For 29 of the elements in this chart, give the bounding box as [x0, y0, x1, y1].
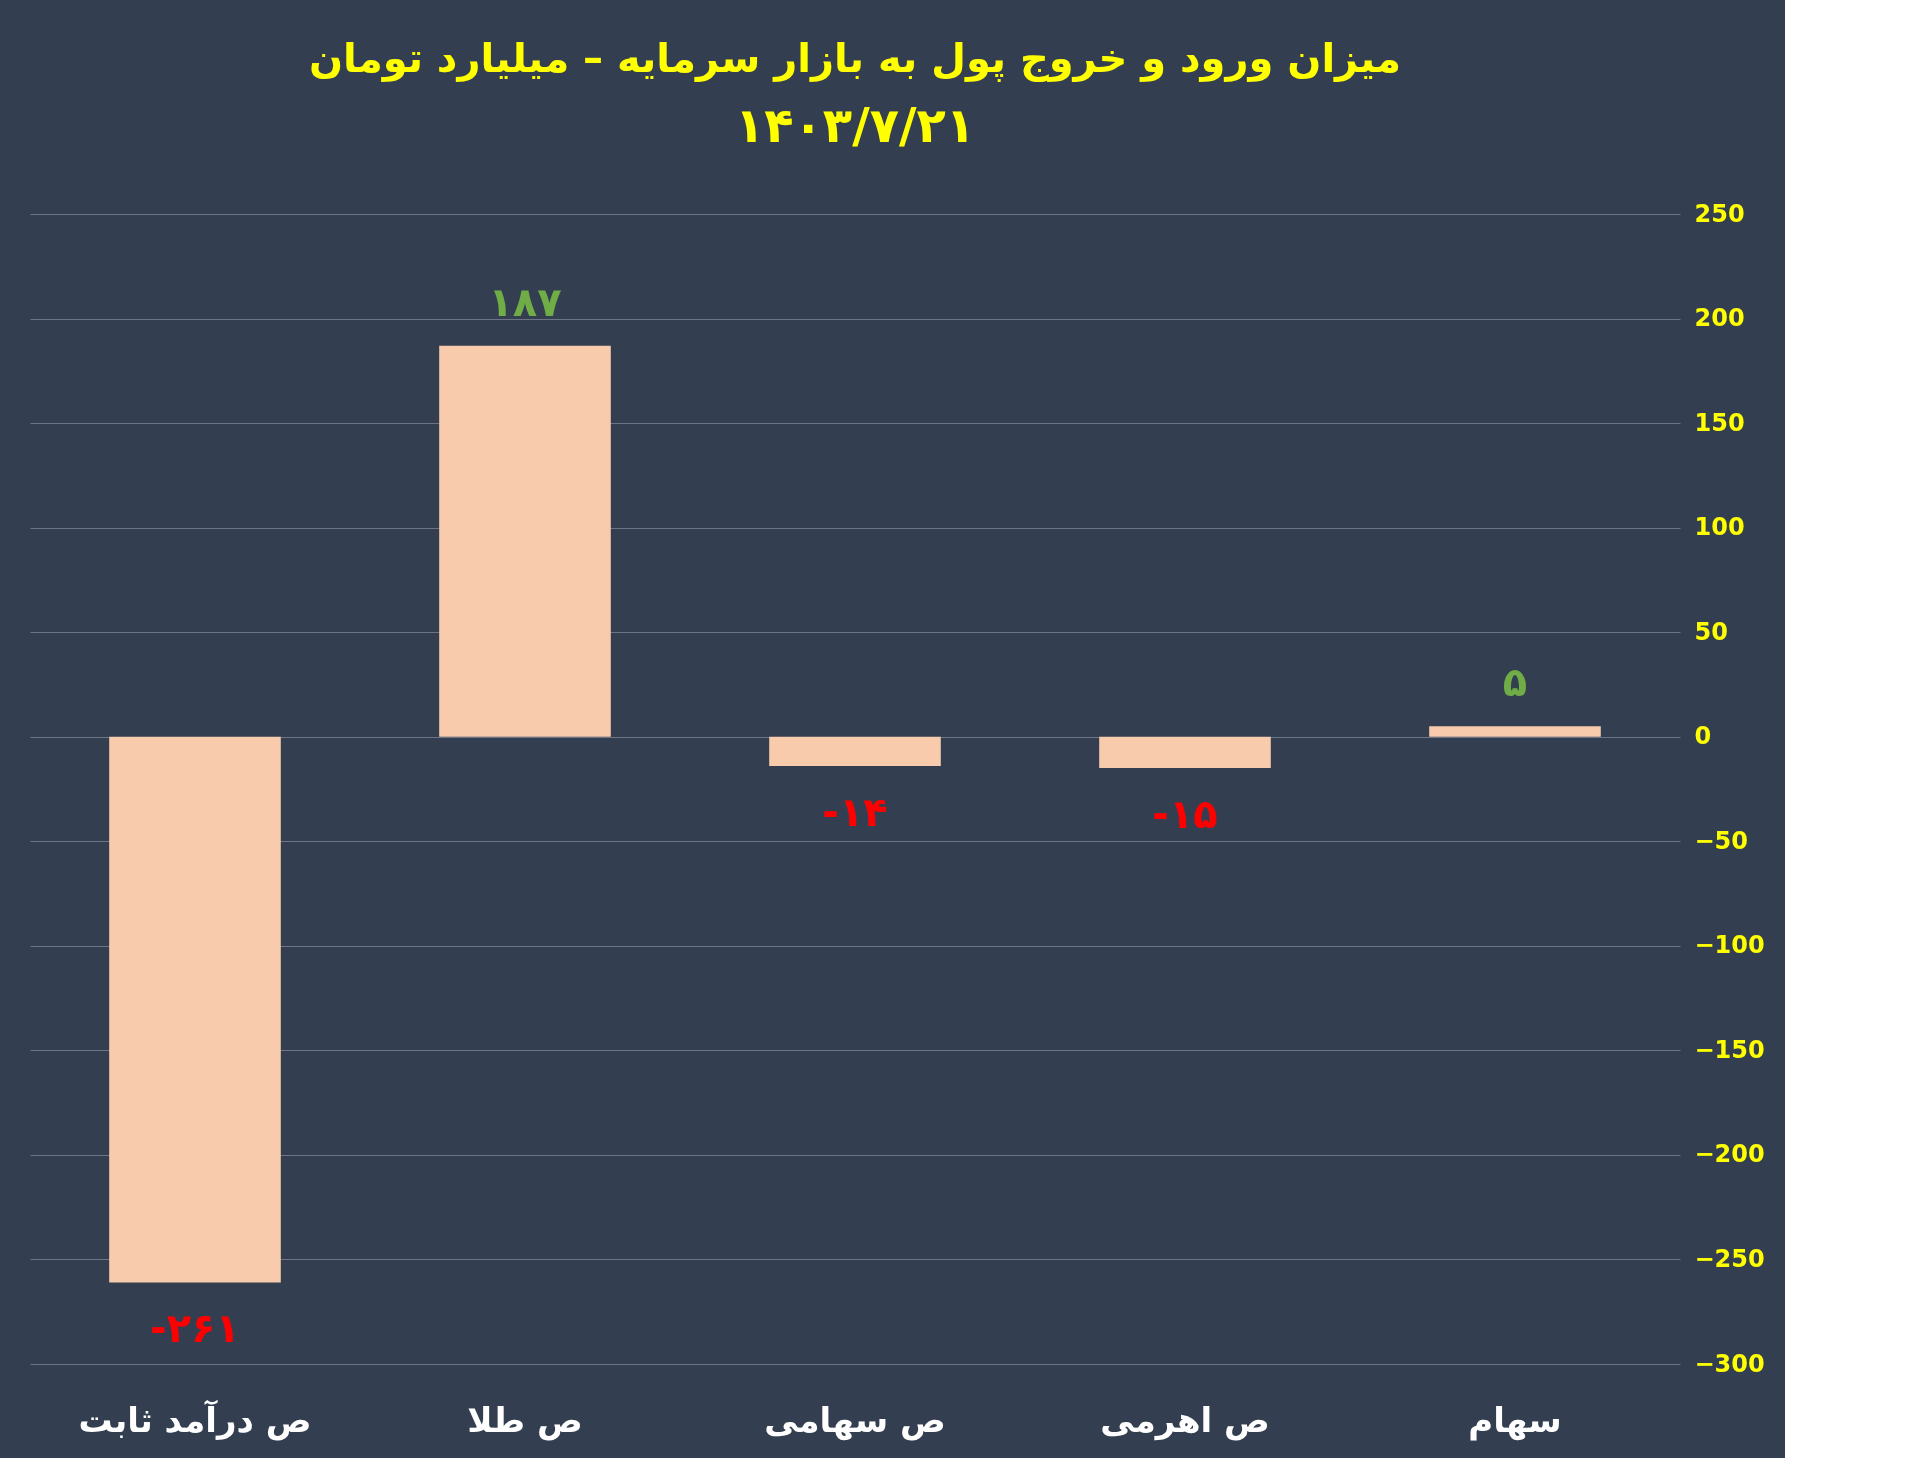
y-tick-label: 100: [1694, 513, 1745, 542]
y-tick-label: 0: [1694, 722, 1712, 751]
y-tick-label: −250: [1694, 1244, 1765, 1273]
y-tick-label: −200: [1694, 1140, 1765, 1169]
bar: [1429, 726, 1601, 737]
data-label: -۱۵: [1152, 791, 1218, 838]
x-tick-label: ص سهامی: [764, 1399, 946, 1441]
data-label: -۲۶۱: [150, 1305, 240, 1352]
x-tick-label: ص اهرمی: [1100, 1399, 1270, 1441]
data-label: ۱۸۷: [488, 278, 562, 325]
x-tick-label: سهام: [1468, 1399, 1562, 1441]
y-tick-label: 50: [1694, 617, 1728, 646]
y-tick-label: −150: [1694, 1035, 1765, 1064]
bar: [439, 345, 611, 737]
data-label: -۱۴: [822, 789, 888, 835]
y-tick-label: 150: [1694, 408, 1745, 437]
x-tick-label: ص درآمد ثابت: [78, 1398, 312, 1441]
bar: [769, 736, 941, 766]
chart-title: میزان ورود و خروج پول به بازار سرمایه – میلیارد تومان: [308, 35, 1402, 82]
y-tick-label: −300: [1694, 1349, 1765, 1378]
y-tick-label: 200: [1694, 304, 1745, 333]
bar: [1099, 736, 1271, 769]
y-tick-label: 250: [1694, 199, 1745, 228]
chart-subtitle: ۱۴۰۳/۷/۲۱: [734, 97, 976, 153]
y-tick-label: −50: [1694, 826, 1749, 855]
x-tick-label: ص طلا: [467, 1399, 583, 1441]
data-label: ۵: [1502, 659, 1528, 706]
bar: [109, 736, 281, 1283]
y-tick-label: −100: [1694, 931, 1765, 960]
